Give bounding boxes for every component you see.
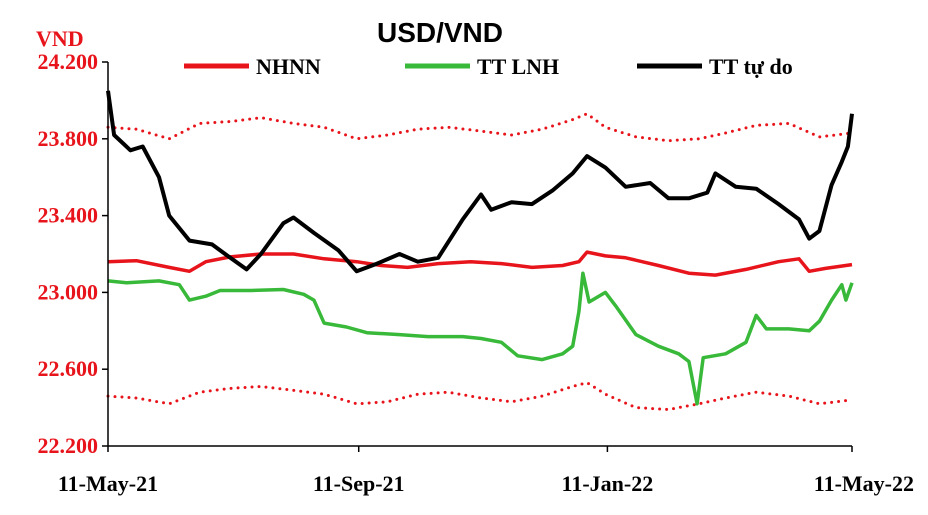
legend: NHNN TT LNH TT tự do — [184, 54, 793, 79]
y-tick-label: 23.000 — [38, 279, 99, 304]
series-line-0 — [107, 250, 853, 277]
x-tick-label: 11-Sep-21 — [313, 471, 405, 496]
series-line-2 — [106, 381, 854, 411]
y-tick-label: 23.400 — [38, 203, 99, 228]
legend-label: TT LNH — [477, 54, 559, 79]
legend-label: NHNN — [256, 54, 321, 79]
x-tick-label: 11-May-22 — [814, 471, 914, 496]
y-axis-unit-label: VND — [36, 26, 84, 51]
axes: 22.200 22.600 23.000 23.400 23.800 24.200 11-M… — [38, 49, 915, 496]
x-tick-label: 11-May-21 — [58, 471, 158, 496]
y-tick-label: 24.200 — [38, 49, 99, 74]
series-line-4 — [106, 90, 854, 274]
series-line-3 — [107, 271, 854, 406]
chart-title: USD/VND — [377, 17, 503, 48]
x-tick-label: 11-Jan-22 — [562, 471, 654, 496]
y-tick-label: 22.600 — [38, 356, 99, 381]
series-line-1 — [106, 112, 854, 143]
y-tick-label: 22.200 — [38, 433, 99, 458]
y-tick-label: 23.800 — [38, 126, 99, 151]
plot-area — [106, 90, 854, 411]
legend-label: TT tự do — [709, 54, 793, 79]
